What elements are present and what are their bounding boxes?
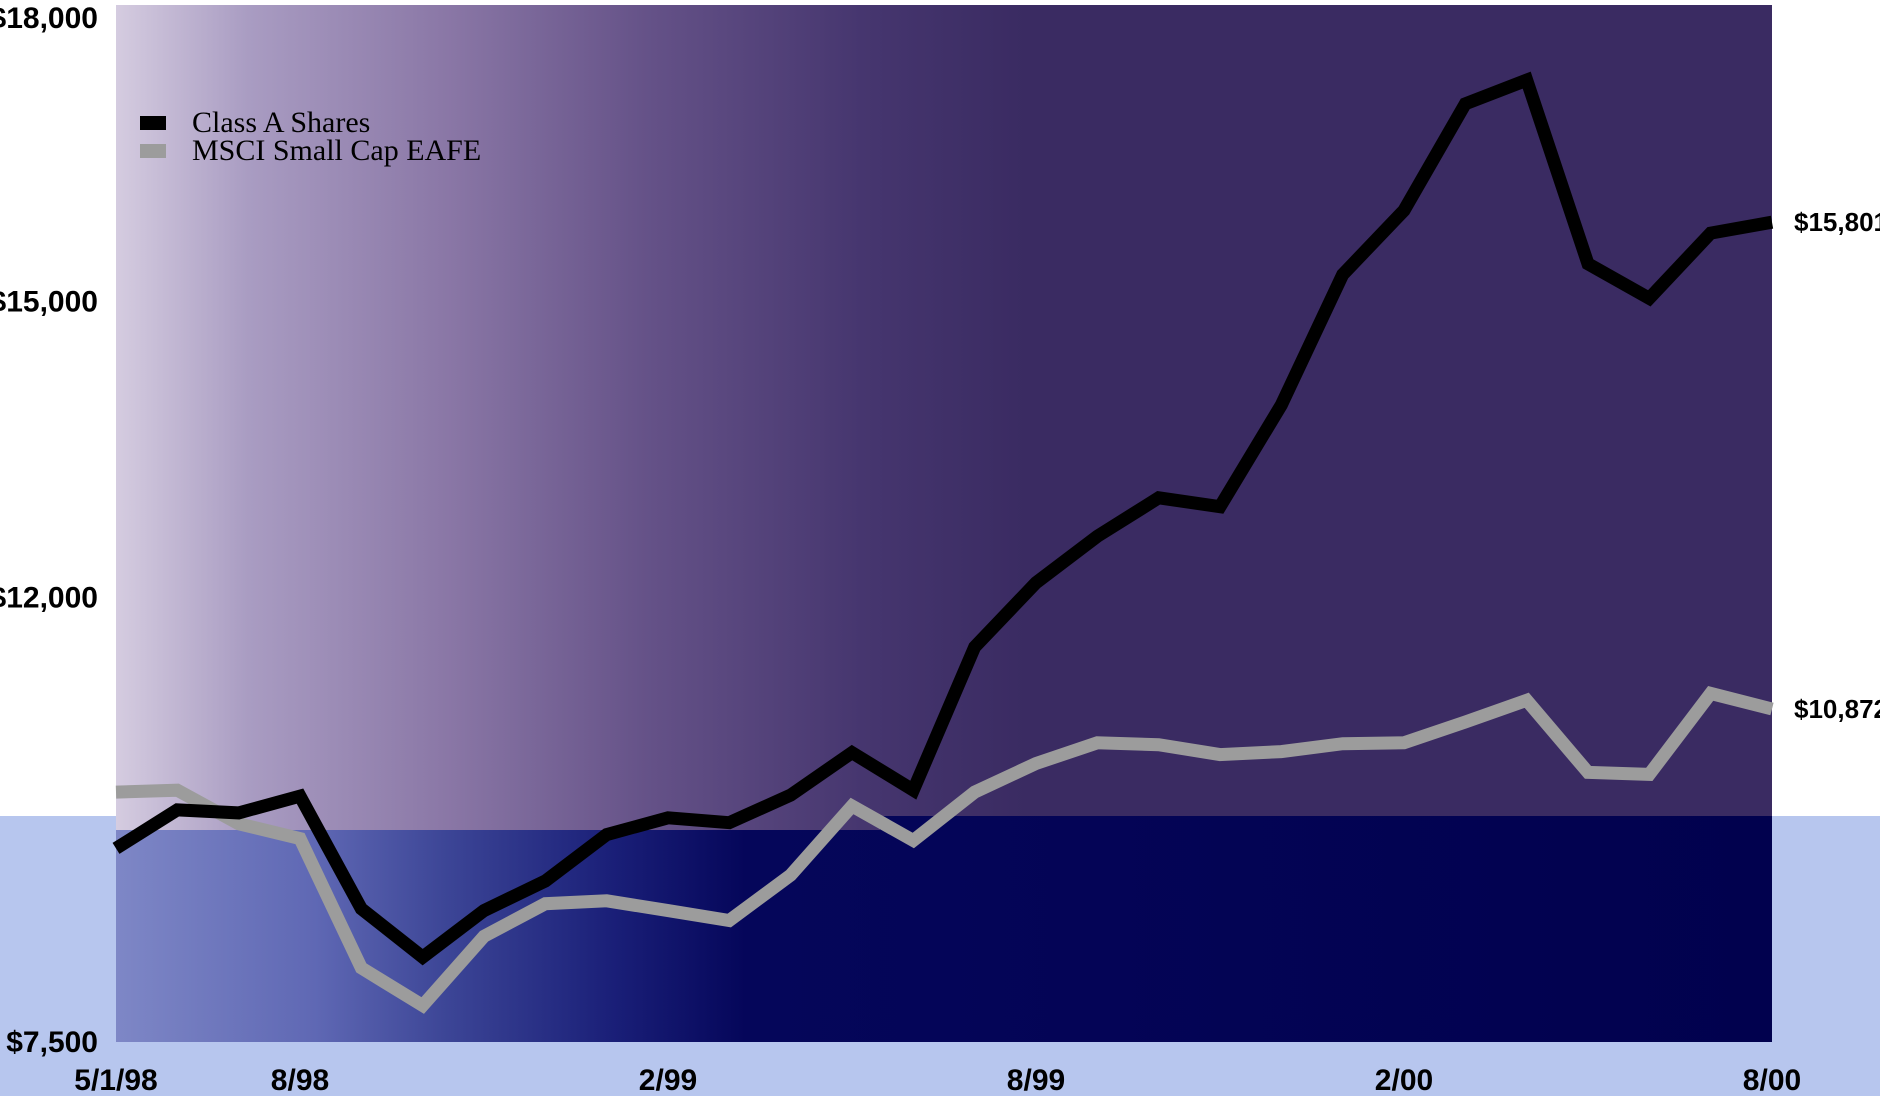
x-tick-label: 8/98: [271, 1064, 329, 1096]
legend-swatch: [140, 144, 166, 158]
series-lines: [112, 71, 1774, 1014]
legend-label: Class A Shares: [192, 106, 370, 139]
x-tick-label: 8/00: [1743, 1064, 1801, 1096]
y-tick-label: $15,000: [0, 285, 98, 318]
legend-label: MSCI Small Cap EAFE: [192, 134, 481, 167]
x-tick-label: 2/00: [1375, 1064, 1433, 1096]
end-value-labels: $15,801 $10,872: [1794, 207, 1880, 724]
x-axis-ticks: 5/1/98 8/98 2/99 8/99 2/00 8/00: [74, 1064, 1801, 1096]
x-tick-label: 2/99: [639, 1064, 697, 1096]
y-tick-label: $12,000: [0, 582, 98, 615]
legend-swatch: [140, 116, 166, 130]
x-tick-label: 8/99: [1007, 1064, 1065, 1096]
plot-lower-band: [116, 816, 1772, 1042]
y-tick-label: $18,000: [0, 2, 98, 35]
y-axis-ticks: $18,000 $15,000 $12,000 $7,500: [0, 2, 98, 1059]
y-tick-label: $7,500: [6, 1026, 98, 1059]
series-line-class-a-shares: [112, 71, 1774, 966]
end-value-label: $15,801: [1794, 207, 1880, 237]
series-line-msci-small-cap-eafe: [115, 686, 1774, 1014]
end-value-label: $10,872: [1794, 694, 1880, 724]
x-tick-label: 5/1/98: [74, 1064, 157, 1096]
